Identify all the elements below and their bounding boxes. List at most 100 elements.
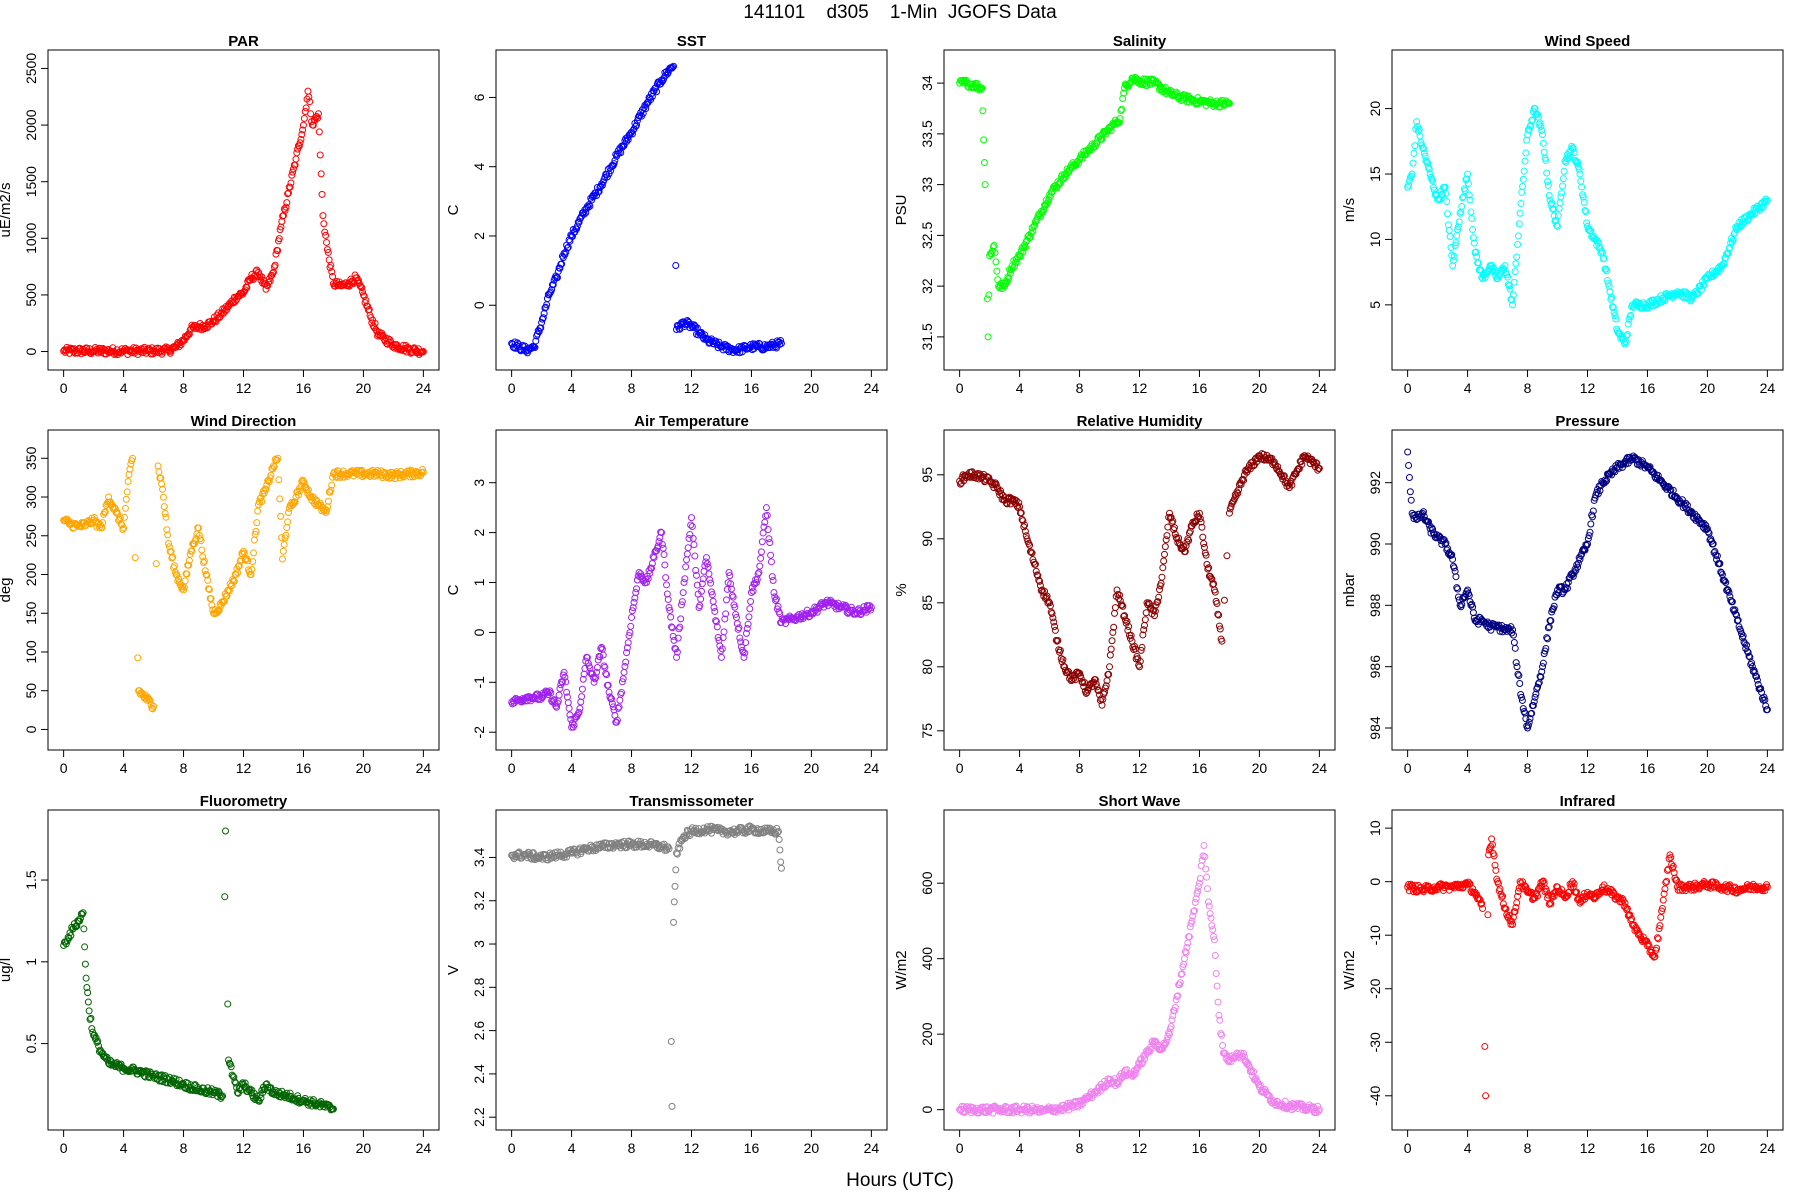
data-point: [1512, 903, 1520, 911]
data-point: [532, 337, 540, 345]
data-point: [1464, 170, 1472, 178]
y-tick-label: 85: [919, 595, 935, 611]
data-point: [1101, 688, 1109, 696]
data-point: [1547, 617, 1555, 625]
data-point: [1115, 119, 1123, 127]
data-point: [283, 199, 291, 207]
data-point: [1569, 145, 1577, 153]
data-point: [1314, 1102, 1322, 1110]
data-point: [980, 136, 988, 144]
data-point: [990, 242, 998, 250]
data-point: [124, 478, 132, 486]
data-point: [1704, 528, 1712, 536]
y-tick-label: 2500: [23, 53, 39, 84]
data-point: [1214, 998, 1222, 1006]
data-point: [1509, 921, 1517, 929]
x-tick-label: 8: [180, 760, 188, 776]
data-point: [175, 1081, 183, 1089]
data-point: [1468, 215, 1476, 223]
data-point: [146, 697, 154, 705]
y-tick-label: 5: [1367, 301, 1383, 309]
data-point: [1200, 543, 1208, 551]
data-point: [664, 595, 672, 603]
data-point: [1530, 698, 1538, 706]
panel-short-wave: Short Wave 0 4 8 12 16 20 24 0 200 400 600 W/m2: [893, 793, 1342, 1190]
data-point: [562, 678, 570, 686]
data-point: [116, 514, 124, 522]
y-tick-label: 32.5: [919, 222, 935, 249]
data-point: [328, 481, 336, 489]
data-point: [1233, 488, 1241, 496]
data-point: [1542, 156, 1550, 164]
data-point: [1539, 139, 1547, 147]
data-point: [1514, 232, 1522, 240]
data-point: [620, 668, 628, 676]
x-tick-label: 16: [744, 380, 760, 396]
data-point: [1005, 274, 1013, 282]
data-point: [1078, 678, 1086, 686]
data-point: [1170, 1007, 1178, 1015]
data-point: [225, 1056, 233, 1064]
data-point: [629, 604, 637, 612]
panel-pressure: Pressure 0 4 8 12 16 20 24 984 986 988 990 992 mbar: [1341, 413, 1790, 810]
data-point: [714, 633, 722, 641]
data-point: [744, 620, 752, 628]
x-tick-label: 16: [744, 1140, 760, 1156]
data-point: [1208, 575, 1216, 583]
data-point: [316, 151, 324, 159]
y-tick-label: 31.5: [919, 323, 935, 350]
data-point: [150, 702, 158, 710]
data-point: [1508, 296, 1516, 304]
data-point: [983, 295, 991, 303]
data-point: [546, 289, 554, 297]
data-point: [1288, 481, 1296, 489]
x-tick-label: 4: [120, 1140, 128, 1156]
data-point: [1513, 663, 1521, 671]
data-point: [596, 653, 604, 661]
x-tick-label: 24: [1760, 380, 1776, 396]
data-point: [1121, 616, 1129, 624]
data-point: [698, 580, 706, 588]
x-tick-label: 24: [416, 380, 432, 396]
data-point: [1528, 888, 1536, 896]
y-tick-label: 3: [471, 479, 487, 487]
data-point: [1753, 676, 1761, 684]
data-point: [1608, 293, 1616, 301]
data-point: [736, 634, 744, 642]
y-tick-label: 75: [919, 723, 935, 739]
data-point: [1450, 564, 1458, 572]
x-tick-label: 8: [628, 1140, 636, 1156]
data-point: [291, 498, 299, 506]
data-point: [1028, 549, 1036, 557]
data-point: [1172, 88, 1180, 96]
data-point: [776, 846, 784, 854]
data-point: [93, 1038, 101, 1046]
data-point: [249, 558, 257, 566]
data-point: [1529, 116, 1537, 124]
data-point: [329, 1105, 337, 1113]
data-point: [757, 554, 765, 562]
data-point: [705, 570, 713, 578]
x-tick-label: 0: [956, 760, 964, 776]
data-point: [772, 595, 780, 603]
data-point: [1734, 616, 1742, 624]
data-point: [1588, 513, 1596, 521]
data-point: [1017, 509, 1025, 517]
data-point: [558, 678, 566, 686]
series-points: [956, 450, 1323, 709]
y-tick-label: 2.2: [471, 1107, 487, 1127]
data-point: [813, 608, 821, 616]
data-point: [702, 554, 710, 562]
y-tick-label: 100: [23, 640, 39, 664]
data-point: [143, 696, 151, 704]
data-point: [608, 700, 616, 708]
data-point: [755, 569, 763, 577]
data-point: [1059, 656, 1067, 664]
data-point: [758, 538, 766, 546]
data-point: [1212, 970, 1220, 978]
data-point: [1516, 679, 1524, 687]
data-point: [992, 258, 1000, 266]
data-point: [573, 225, 581, 233]
